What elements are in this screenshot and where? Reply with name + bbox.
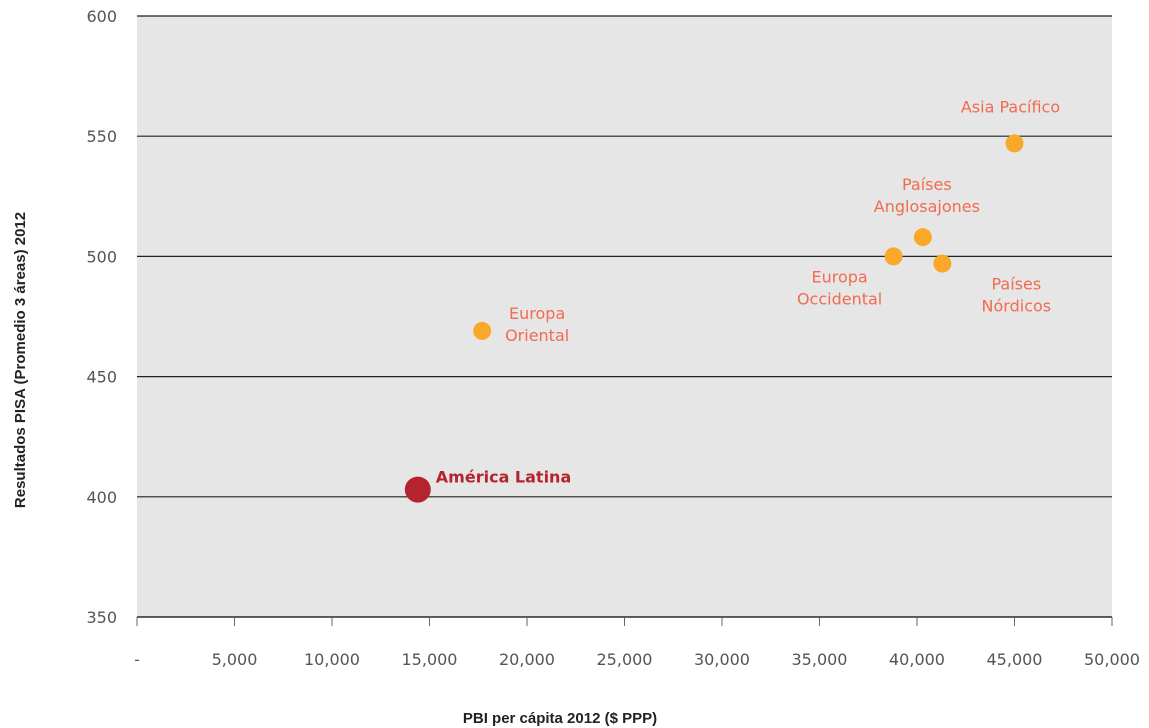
point-asia-pacifico — [1005, 134, 1024, 153]
x-tick-label: 50,000 — [1084, 650, 1140, 669]
x-tick-label: - — [134, 650, 140, 669]
y-tick-label: 450 — [86, 368, 117, 387]
x-tick-label: 25,000 — [597, 650, 653, 669]
x-tick-label: 15,000 — [402, 650, 458, 669]
y-tick-label: 500 — [86, 247, 117, 266]
label-europa-oriental: Europa Oriental — [505, 304, 569, 345]
x-tick-label: 30,000 — [694, 650, 750, 669]
y-tick-label: 400 — [86, 488, 117, 507]
point-europa-oriental — [473, 321, 492, 340]
label-asia-pacifico: Asia Pacífico — [961, 97, 1060, 116]
y-axis-title: Resultados PISA (Promedio 3 áreas) 2012 — [12, 212, 29, 508]
x-tick-label: 20,000 — [499, 650, 555, 669]
data-points — [404, 134, 1024, 503]
x-tick-label: 45,000 — [987, 650, 1043, 669]
label-paises-nordicos: Países Nórdicos — [982, 275, 1052, 316]
x-axis-title: PBI per cápita 2012 ($ PPP) — [463, 710, 657, 727]
x-tick-label: 40,000 — [889, 650, 945, 669]
point-paises-nordicos — [933, 254, 952, 273]
y-tick-label: 600 — [86, 7, 117, 26]
data-labels: América Latina Europa Oriental Europa Occide… — [436, 97, 1060, 486]
x-axis-ticks: - 5,000 10,000 15,000 20,000 25,000 30,000 35,0… — [134, 617, 1140, 669]
label-america-latina: América Latina — [436, 468, 571, 487]
y-tick-label: 550 — [86, 127, 117, 146]
point-europa-occidental — [884, 247, 903, 266]
y-tick-label: 350 — [86, 608, 117, 627]
plot-background — [137, 16, 1112, 617]
label-europa-occidental: Europa Occidental — [797, 267, 882, 308]
x-tick-label: 35,000 — [792, 650, 848, 669]
x-tick-label: 10,000 — [304, 650, 360, 669]
y-axis-ticks: 350 400 450 500 550 600 — [86, 7, 117, 627]
x-tick-label: 5,000 — [212, 650, 258, 669]
point-america-latina — [404, 476, 431, 503]
point-paises-anglosajones — [913, 228, 932, 247]
label-paises-anglosajones: Países Anglosajones — [874, 175, 980, 216]
